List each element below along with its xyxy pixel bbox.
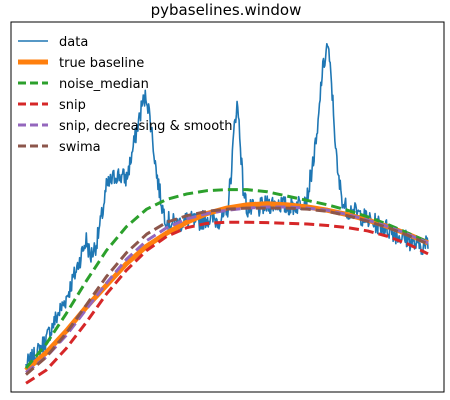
chart-title: pybaselines.window bbox=[151, 1, 302, 19]
legend-label-swima: swima bbox=[59, 140, 101, 155]
series-line-snip bbox=[25, 220, 429, 385]
axes-frame bbox=[10, 21, 445, 393]
legend-label-true-baseline: true baseline bbox=[59, 56, 144, 71]
legend-label-noise-median: noise_median bbox=[59, 77, 149, 92]
series-line-swima bbox=[25, 206, 429, 376]
series-line-noise-median bbox=[24, 188, 429, 370]
series-line-data bbox=[25, 42, 429, 370]
series-layer bbox=[24, 42, 429, 385]
legend-label-snip: snip bbox=[59, 98, 86, 113]
legend-label-snip-decreasing-smooth: snip, decreasing & smooth bbox=[59, 119, 233, 134]
legend-label-data: data bbox=[59, 35, 88, 50]
series-line-snip-decreasing-smooth bbox=[25, 205, 429, 374]
